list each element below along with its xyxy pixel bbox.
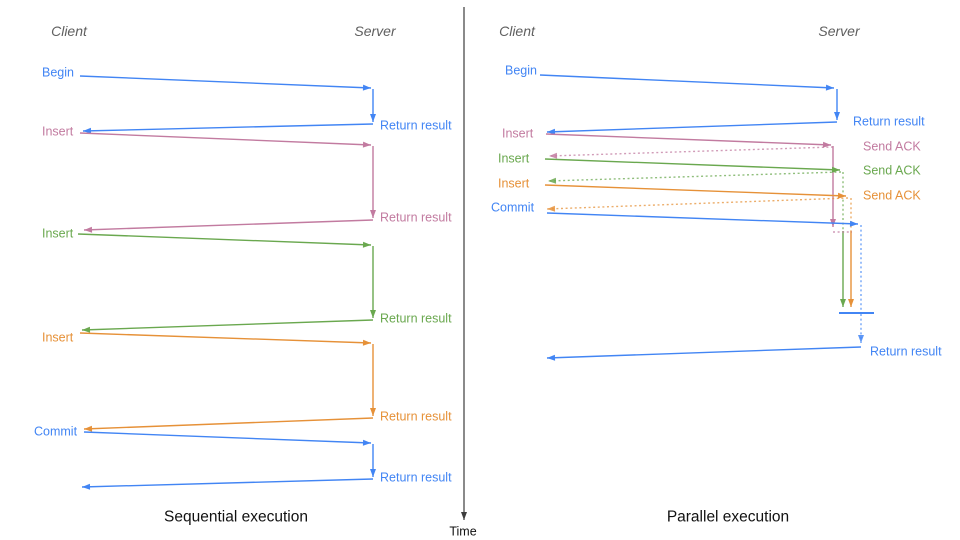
seq-begin-request: [79, 75, 372, 91]
par-insert3-ack-label: Send ACK: [863, 188, 921, 202]
seq-client-header: Client: [51, 23, 88, 39]
seq-begin-response-arrowhead-icon: [83, 127, 92, 134]
seq-insert1-request-arrowhead-icon: [362, 141, 371, 148]
par-begin-response-arrowhead-icon: [547, 128, 556, 135]
par-insert1-ack-label: Send ACK: [863, 139, 921, 153]
seq-begin-processing-arrowhead-icon: [370, 114, 376, 122]
seq-insert1-response: [83, 219, 374, 233]
par-commit-request: [546, 212, 859, 227]
seq-commit-request-arrowhead-icon: [362, 439, 371, 446]
seq-insert3-processing: [370, 344, 376, 416]
seq-commit-return-label: Return result: [380, 470, 452, 484]
seq-insert2-processing-arrowhead-icon: [370, 310, 376, 318]
par-insert2-ack-arrowhead-icon: [548, 177, 557, 184]
par-insert2-processing: [840, 231, 846, 307]
seq-insert1-request: [79, 132, 372, 148]
par-commit-return-label: Return result: [870, 344, 942, 358]
seq-begin-return-label: Return result: [380, 118, 452, 132]
seq-begin-label: Begin: [42, 65, 74, 79]
par-begin-return-label: Return result: [853, 114, 925, 128]
par-insert3-ack: [546, 197, 849, 212]
par-commit-response: [546, 346, 862, 361]
par-insert2-label: Insert: [498, 151, 530, 165]
par-insert3-label: Insert: [498, 176, 530, 190]
par-begin-request-arrowhead-icon: [825, 84, 834, 91]
par-begin-response: [546, 121, 838, 135]
seq-insert2-request: [77, 233, 372, 248]
time-axis-line: [461, 7, 467, 520]
seq-insert1-processing: [370, 146, 376, 218]
seq-commit-response-arrowhead-icon: [82, 483, 91, 490]
seq-commit-request: [83, 431, 372, 446]
par-insert1-request: [545, 133, 832, 148]
seq-commit-processing-arrowhead-icon: [370, 469, 376, 477]
par-begin-request: [539, 74, 835, 91]
par-commit-processing-arrowhead-icon: [858, 335, 864, 343]
seq-insert1-label: Insert: [42, 124, 74, 138]
seq-insert3-request-arrowhead-icon: [362, 339, 371, 346]
par-insert3-request: [544, 184, 847, 199]
seq-insert1-response-arrowhead-icon: [84, 226, 93, 233]
par-commit-response-arrowhead-icon: [547, 354, 556, 361]
par-commit-request-arrowhead-icon: [849, 220, 858, 227]
par-insert1-ack-arrowhead-icon: [549, 152, 558, 159]
par-insert2-request: [544, 158, 841, 173]
par-insert1-ack: [548, 146, 834, 159]
seq-insert3-label: Insert: [42, 330, 74, 344]
seq-begin-processing: [370, 89, 376, 122]
seq-commit-processing: [370, 444, 376, 477]
seq-insert3-return-label: Return result: [380, 409, 452, 423]
seq-insert3-processing-arrowhead-icon: [370, 408, 376, 416]
seq-insert2-request-arrowhead-icon: [362, 241, 371, 248]
seq-insert3-response-arrowhead-icon: [84, 425, 93, 432]
par-insert2-processing-arrowhead-icon: [840, 299, 846, 307]
seq-commit-label: Commit: [34, 424, 78, 438]
par-insert1-label: Insert: [502, 126, 534, 140]
seq-begin-response: [82, 123, 374, 134]
seq-insert2-return-label: Return result: [380, 311, 452, 325]
par-insert1-processing: [830, 146, 836, 227]
seq-begin-request-arrowhead-icon: [362, 84, 371, 91]
seq-commit-response: [81, 478, 374, 490]
seq-server-header: Server: [354, 23, 397, 39]
par-insert3-processing: [848, 231, 854, 307]
par-server-header: Server: [818, 23, 861, 39]
par-insert2-request-arrowhead-icon: [831, 166, 840, 173]
par-insert2-ack-label: Send ACK: [863, 163, 921, 177]
par-insert1-request-arrowhead-icon: [822, 141, 831, 148]
seq-insert3-response: [83, 417, 374, 432]
par-begin-processing-arrowhead-icon: [834, 112, 840, 120]
par-commit-processing: [858, 314, 864, 343]
seq-insert1-return-label: Return result: [380, 210, 452, 224]
par-insert3-processing-arrowhead-icon: [848, 299, 854, 307]
seq-insert2-response: [81, 319, 374, 333]
time-axis-label: Time: [449, 524, 476, 538]
par-insert3-ack-arrowhead-icon: [547, 205, 556, 212]
par-begin-label: Begin: [505, 63, 537, 77]
par-begin-processing: [834, 89, 840, 120]
seq-insert1-processing-arrowhead-icon: [370, 210, 376, 218]
par-client-header: Client: [499, 23, 536, 39]
time-axis-line-arrowhead-icon: [461, 512, 467, 520]
par-commit-label: Commit: [491, 200, 535, 214]
seq-insert2-response-arrowhead-icon: [82, 326, 91, 333]
seq-insert3-request: [79, 332, 372, 346]
par-insert2-ack: [547, 171, 842, 184]
seq-insert2-processing: [370, 246, 376, 318]
par-insert3-request-arrowhead-icon: [837, 192, 846, 199]
par-panel-title: Parallel execution: [667, 508, 789, 525]
seq-insert2-label: Insert: [42, 226, 74, 240]
seq-panel-title: Sequential execution: [164, 508, 308, 525]
